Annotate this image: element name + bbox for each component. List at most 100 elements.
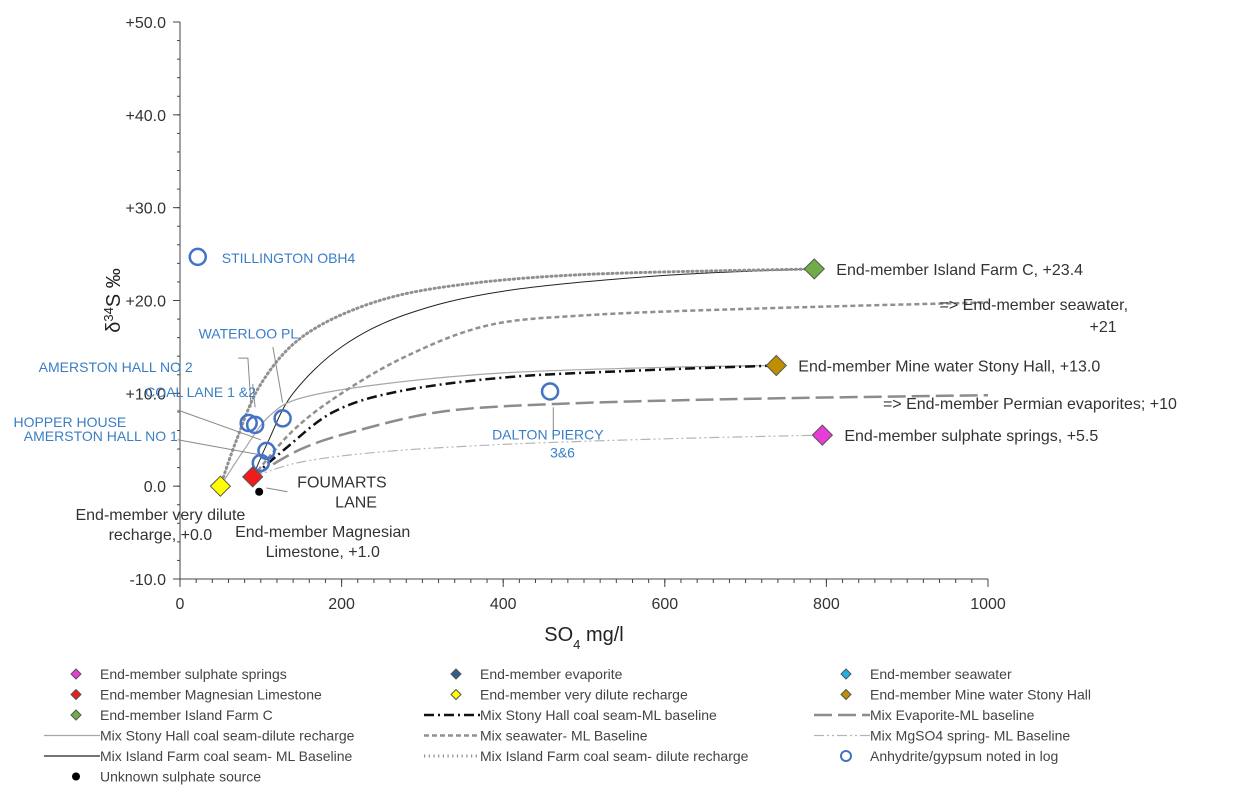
legend-label: End-member sulphate springs <box>100 666 287 682</box>
legend-label: End-member Magnesian Limestone <box>100 687 322 703</box>
y-tick-label: +30.0 <box>126 201 167 218</box>
x-axis-title: SO4 mg/l <box>544 624 623 652</box>
label-leader-line <box>252 384 256 408</box>
end-member-label: End-member sulphate springs, +5.5 <box>844 428 1098 445</box>
legend-label: Mix Evaporite-ML baseline <box>870 707 1035 723</box>
mixing-line-5 <box>251 364 777 478</box>
anhydrite-point <box>540 382 560 401</box>
y-tick-label: +50.0 <box>126 15 167 32</box>
legend-item: Anhydrite/gypsum noted in log <box>840 748 1058 764</box>
legend-label: End-member Island Farm C <box>100 707 273 723</box>
label-leader-line <box>177 409 261 441</box>
legend-label: Mix Stony Hall coal seam-dilute recharge <box>100 728 355 744</box>
legend-item: Unknown sulphate source <box>72 769 261 785</box>
data-points <box>188 247 834 497</box>
legend-marker-diamond <box>450 668 462 680</box>
anhydrite-point-label: STILLINGTON OBH4 <box>222 250 356 266</box>
end-member-point <box>811 424 834 446</box>
anhydrite-point-label: COAL LANE 1 &2 <box>145 384 256 400</box>
legend-marker-diamond <box>70 668 82 680</box>
x-tick-label: 1000 <box>970 596 1006 613</box>
mixing-lines <box>218 267 989 488</box>
legend-label: Mix MgSO4 spring- ML Baseline <box>870 728 1070 744</box>
legend-label: End-member Mine water Stony Hall <box>870 687 1091 703</box>
anhydrite-point <box>188 247 208 267</box>
anhydrite-point-label: WATERLOO PL <box>199 325 299 341</box>
y-axis-title: δ34S ‰ <box>101 268 126 333</box>
x-tick-label: 600 <box>651 596 678 613</box>
unknown-source-point <box>255 487 264 496</box>
label-leader-line <box>266 487 288 493</box>
anhydrite-point-label: 3&6 <box>550 444 575 460</box>
legend-item: End-member Island Farm C <box>70 707 273 723</box>
y-tick-label: 0.0 <box>144 479 166 496</box>
axes: -10.0 0.0 +10.0 +20.0 +30.0 +40.0 +50.0 0 200 400… <box>101 15 1006 652</box>
legend-label: Mix Stony Hall coal seam-ML baseline <box>480 707 717 723</box>
end-member-label: End-member Magnesian <box>235 524 410 541</box>
legend-label: Anhydrite/gypsum noted in log <box>870 748 1058 764</box>
legend-item: End-member sulphate springs <box>70 666 287 682</box>
label-leader-line <box>272 346 284 403</box>
legend-marker-circle <box>840 750 852 762</box>
legend-marker-dot <box>72 772 80 781</box>
mixing-line-6 <box>252 393 989 478</box>
legend-label: Mix seawater- ML Baseline <box>480 728 648 744</box>
annotation-label: => End-member seawater, <box>940 297 1129 314</box>
legend-label: End-member seawater <box>870 666 1012 682</box>
mixing-line-3 <box>218 267 816 488</box>
end-member-label: End-member very dilute <box>75 507 245 524</box>
legend-item: End-member very dilute recharge <box>450 687 688 703</box>
end-member-label: Limestone, +1.0 <box>266 544 380 561</box>
end-member-label: End-member Island Farm C, +23.4 <box>836 262 1083 279</box>
anhydrite-point <box>273 409 292 428</box>
legend-marker-diamond <box>840 688 852 701</box>
legend-item: End-member Magnesian Limestone <box>70 687 322 703</box>
x-tick-label: 400 <box>490 596 517 613</box>
legend-marker-diamond <box>840 668 852 680</box>
legend-item: End-member Mine water Stony Hall <box>840 687 1091 703</box>
end-member-point <box>803 258 825 280</box>
legend-item: Mix MgSO4 spring- ML Baseline <box>814 728 1070 744</box>
legend-label: Mix Island Farm coal seam- dilute rechar… <box>480 748 749 764</box>
end-member-point <box>209 475 232 497</box>
end-member-point <box>765 354 788 377</box>
point-labels: STILLINGTON OBH4 WATERLOO PL AMERSTON HALL… <box>13 250 1177 561</box>
legend-marker-diamond <box>70 688 82 701</box>
annotation-label: +21 <box>1090 319 1117 336</box>
legend-item: End-member seawater <box>840 666 1012 682</box>
mixing-line-1 <box>252 268 815 478</box>
unknown-source-label: FOUMARTS <box>297 475 386 492</box>
end-member-label: recharge, +0.0 <box>109 527 213 544</box>
anhydrite-point-label: AMERSTON HALL NO 2 <box>39 359 193 375</box>
label-leader-line <box>177 439 260 456</box>
legend-item: Mix Evaporite-ML baseline <box>814 707 1035 723</box>
legend-item: Mix Stony Hall coal seam-ML baseline <box>424 707 717 723</box>
legend-item: Mix Island Farm coal seam- ML Baseline <box>44 748 353 764</box>
legend-label: Mix Island Farm coal seam- ML Baseline <box>100 748 353 764</box>
legend: End-member sulphate springs End-member ev… <box>44 666 1091 785</box>
anhydrite-point-label: DALTON PIERCY <box>492 426 604 442</box>
end-member-label: End-member Mine water Stony Hall, +13.0 <box>798 358 1100 375</box>
label-leader-line <box>238 357 252 408</box>
y-tick-label: +40.0 <box>126 108 167 125</box>
unknown-source-label: LANE <box>335 495 377 512</box>
legend-label: End-member evaporite <box>480 666 623 682</box>
legend-marker-diamond <box>450 688 462 701</box>
legend-label: Unknown sulphate source <box>100 769 261 785</box>
y-tick-label: -10.0 <box>130 572 167 589</box>
anhydrite-point <box>245 415 265 435</box>
x-tick-label: 800 <box>813 596 840 613</box>
end-member-point <box>242 466 264 488</box>
x-tick-label: 0 <box>176 596 185 613</box>
y-tick-label: +10.0 <box>126 386 167 403</box>
legend-item: Mix Stony Hall coal seam-dilute recharge <box>44 728 355 744</box>
anhydrite-point <box>251 453 271 473</box>
anhydrite-point-label: AMERSTON HALL NO 1 <box>24 428 178 444</box>
mixing-line-4 <box>251 301 989 478</box>
mixing-line-2 <box>219 364 777 487</box>
legend-item: Mix seawater- ML Baseline <box>424 728 648 744</box>
anhydrite-point-label: HOPPER HOUSE <box>13 414 126 430</box>
legend-marker-diamond <box>70 709 82 721</box>
mixing-line-7 <box>252 434 823 478</box>
